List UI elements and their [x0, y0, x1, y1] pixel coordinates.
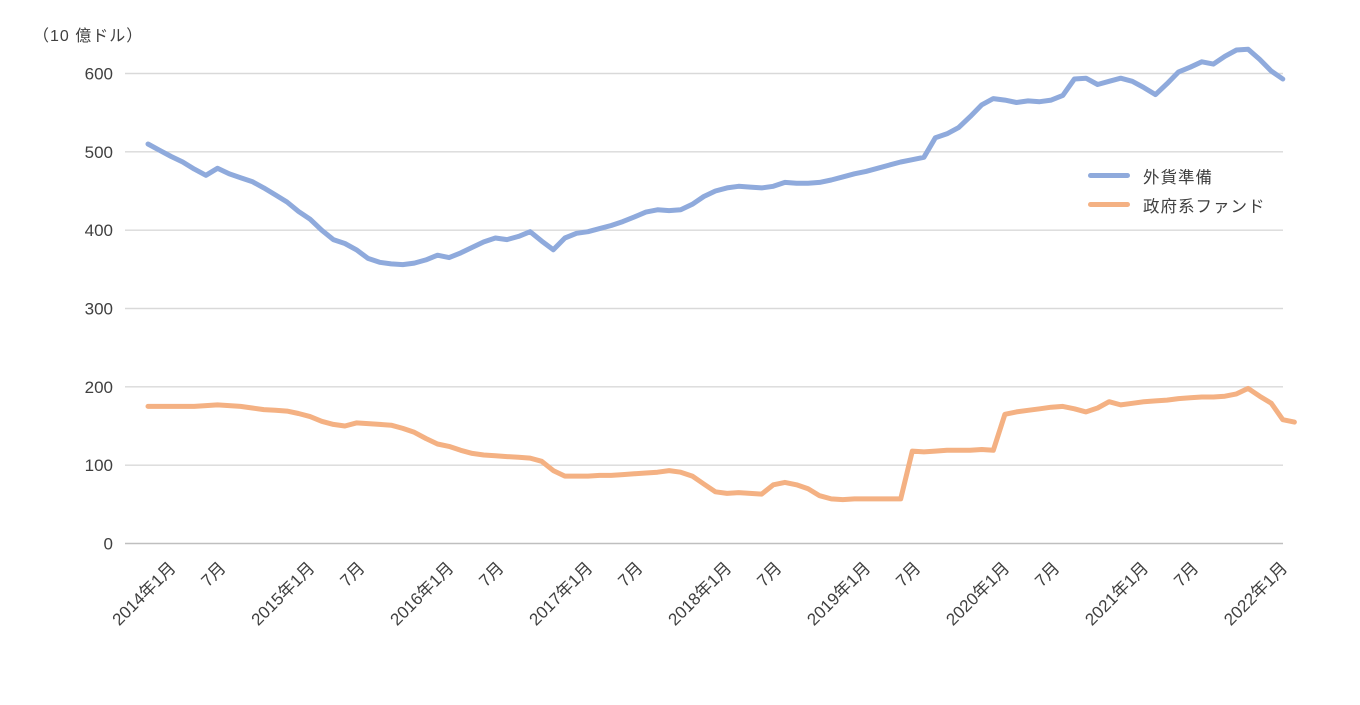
y-axis-unit-label: （10 億ドル）: [33, 28, 144, 45]
x-tick-label: 2018年1月: [664, 558, 735, 629]
x-tick-label: 7月: [1031, 558, 1063, 590]
x-tick-label: 2020年1月: [942, 558, 1013, 629]
y-tick-label: 0: [104, 535, 113, 554]
x-tick-label: 2022年1月: [1220, 558, 1291, 629]
y-tick-label: 300: [85, 300, 113, 319]
x-tick-label: 2021年1月: [1081, 558, 1152, 629]
y-tick-label: 500: [85, 143, 113, 162]
x-tick-label: 7月: [336, 558, 368, 590]
legend-label: 政府系ファンド: [1143, 197, 1266, 216]
x-tick-label: 2015年1月: [248, 558, 319, 629]
series-line-foreign-reserves: [145, 46, 1286, 268]
y-tick-label: 400: [85, 221, 113, 240]
y-tick-label: 600: [85, 65, 113, 84]
x-tick-label: 7月: [1170, 558, 1202, 590]
chart-legend: 外貨準備 政府系ファンド: [1088, 166, 1266, 216]
x-tick-label: 7月: [753, 558, 785, 590]
x-tick-label: 2017年1月: [526, 558, 597, 629]
legend-item-foreign-reserves: 外貨準備: [1088, 166, 1266, 187]
legend-label: 外貨準備: [1143, 168, 1213, 187]
y-tick-label: 100: [85, 456, 113, 475]
x-tick-label: 7月: [892, 558, 924, 590]
x-tick-label: 2014年1月: [109, 558, 180, 629]
x-tick-label: 2016年1月: [387, 558, 458, 629]
y-tick-label: 200: [85, 378, 113, 397]
x-tick-label: 7月: [198, 558, 230, 590]
legend-swatch-orange-line: [1088, 202, 1130, 207]
legend-item-sovereign-fund: 政府系ファンド: [1088, 195, 1266, 216]
x-tick-label: 7月: [614, 558, 646, 590]
series-line-sovereign-fund: [145, 385, 1297, 503]
x-tick-label: 7月: [475, 558, 507, 590]
legend-swatch-blue-line: [1088, 173, 1130, 178]
x-tick-label: 2019年1月: [803, 558, 874, 629]
